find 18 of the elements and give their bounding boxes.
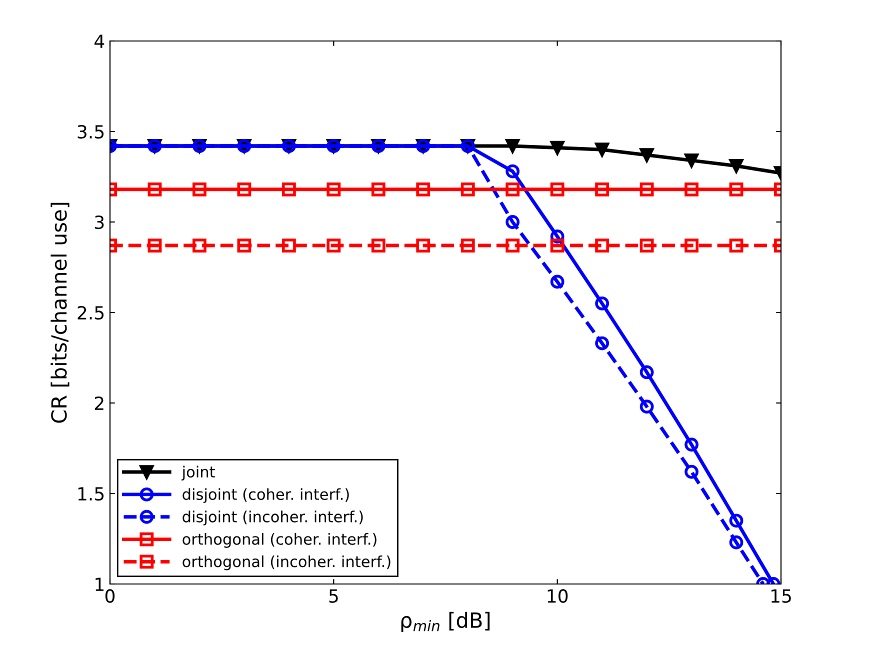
legend-label: disjoint (incoher. interf.)	[182, 510, 363, 526]
x-tick-label: 15	[771, 589, 791, 603]
y-tick-label: 1.5	[78, 487, 104, 501]
y-axis-title: CR [bits/channel use]	[50, 202, 70, 423]
x-axis-title: ρ$_{min}$ [dB]	[401, 612, 490, 632]
y-tick-label: 3	[95, 215, 104, 230]
legend-label: joint	[182, 466, 215, 481]
x-tick-label: 10	[548, 589, 568, 603]
y-tick-label: 2	[94, 396, 104, 410]
y-tick-label: 2.5	[78, 306, 104, 320]
x-tick-label: 0	[105, 589, 115, 603]
legend-label: orthogonal (coher. interf.)	[182, 533, 376, 548]
y-tick-label: 1	[96, 578, 104, 591]
legend-label: orthogonal (incoher. interf.)	[182, 555, 390, 570]
x-tick-label: 5	[329, 589, 338, 603]
y-tick-label: 3.5	[78, 124, 104, 139]
y-tick-label: 4	[94, 34, 104, 48]
legend-label: disjoint (coher. interf.)	[182, 488, 349, 503]
